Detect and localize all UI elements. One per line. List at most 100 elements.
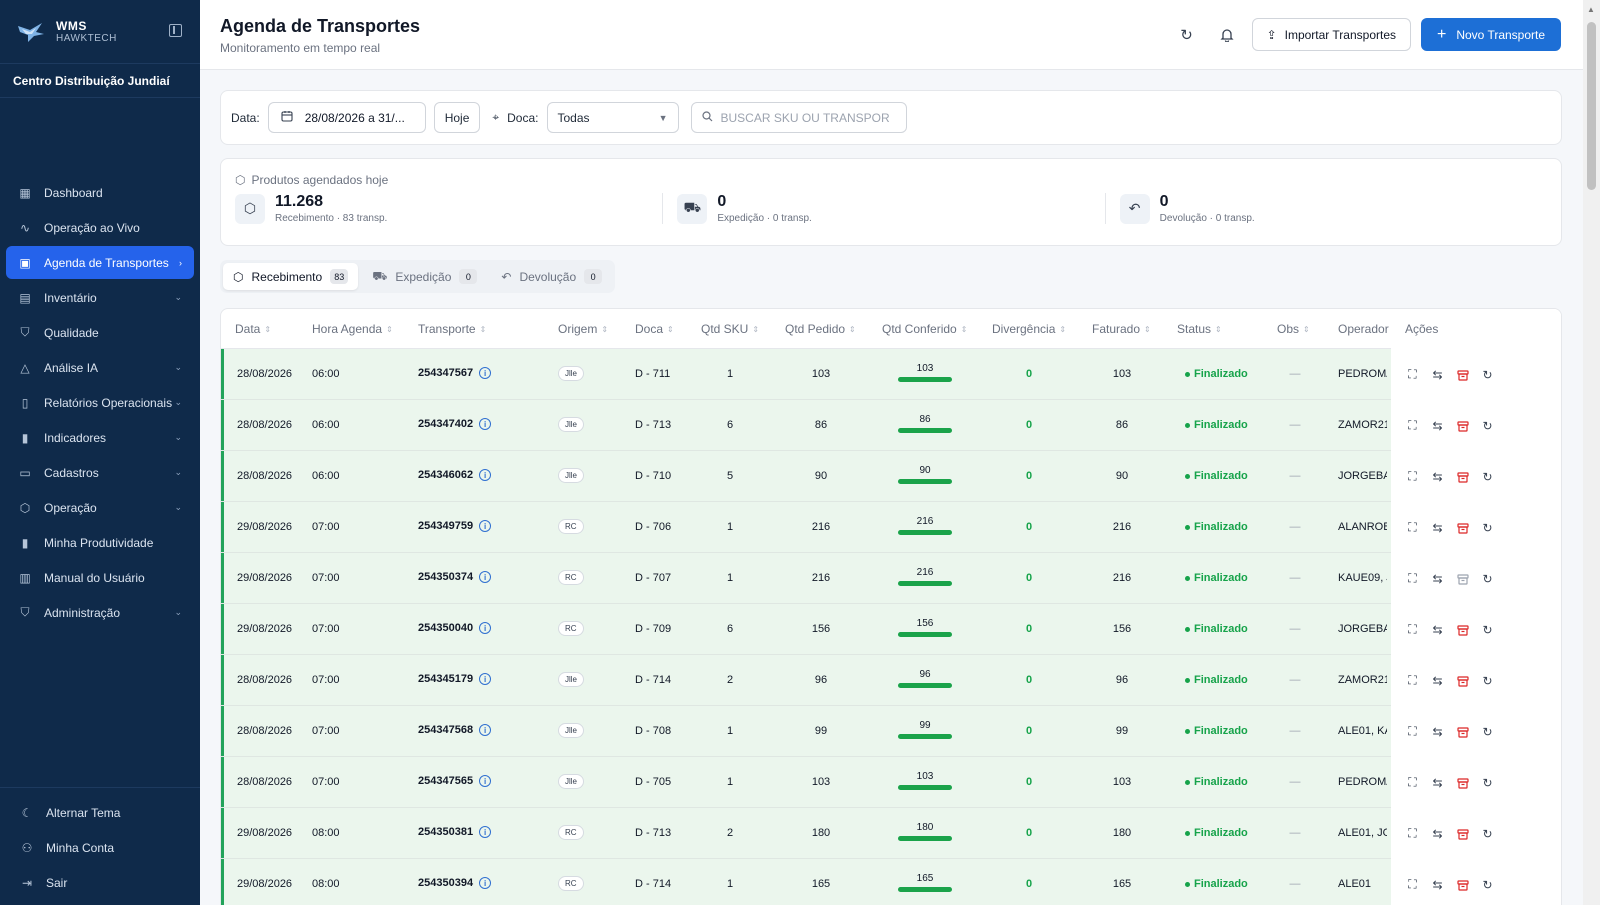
info-icon[interactable]: i (479, 469, 492, 481)
column-header[interactable]: Operador (1338, 322, 1389, 336)
archive-delete-icon[interactable] (1455, 622, 1470, 637)
sidebar-item-operacao[interactable]: ⬡ Operação ⌄ (6, 491, 194, 524)
scroll-up-icon[interactable]: ▲ (1587, 5, 1595, 14)
doca-select[interactable]: Todas ▼ (546, 102, 679, 133)
column-header[interactable]: Doca ⇕ (635, 322, 674, 336)
swap-icon[interactable]: ⇆ (1432, 418, 1443, 433)
swap-icon[interactable]: ⇆ (1432, 520, 1443, 535)
sidebar-item-qualidade[interactable]: ⛉ Qualidade (6, 316, 194, 349)
date-range-picker[interactable]: 28/08/2026 a 31/... (267, 102, 426, 133)
info-icon[interactable]: i (479, 571, 492, 583)
table-row[interactable]: 29/08/2026 08:00 254350394 i RC D - 714 … (221, 859, 1561, 905)
sidebar-item-operacao-ao-vivo[interactable]: ∿ Operação ao Vivo (6, 211, 194, 244)
table-row[interactable]: 29/08/2026 08:00 254350381 i RC D - 713 … (221, 808, 1561, 859)
swap-icon[interactable]: ⇆ (1432, 673, 1443, 688)
table-row[interactable]: 29/08/2026 07:00 254350374 i RC D - 707 … (221, 553, 1561, 604)
scan-icon[interactable]: ⛶ (1408, 775, 1417, 789)
archive-delete-icon[interactable] (1455, 367, 1470, 382)
scan-icon[interactable]: ⛶ (1408, 571, 1417, 585)
info-icon[interactable]: i (479, 826, 492, 838)
archive-delete-icon[interactable] (1455, 775, 1470, 790)
table-row[interactable]: 28/08/2026 06:00 254347567 i Jlle D - 71… (221, 349, 1561, 400)
refresh-icon[interactable]: ↻ (1482, 775, 1493, 790)
table-row[interactable]: 28/08/2026 07:00 254347568 i Jlle D - 70… (221, 706, 1561, 757)
column-header[interactable]: Status ⇕ (1177, 322, 1222, 336)
sidebar-item-minha-produtividade[interactable]: ▮ Minha Produtividade (6, 526, 194, 559)
info-icon[interactable]: i (479, 367, 492, 379)
refresh-icon[interactable]: ↻ (1482, 673, 1493, 688)
info-icon[interactable]: i (479, 622, 492, 634)
column-header[interactable]: Transporte ⇕ (418, 322, 486, 336)
refresh-icon[interactable]: ↻ (1482, 367, 1493, 382)
scan-icon[interactable]: ⛶ (1408, 673, 1417, 687)
search-input[interactable]: BUSCAR SKU OU TRANSPOR (690, 102, 907, 133)
refresh-icon[interactable]: ↻ (1482, 877, 1493, 892)
refresh-icon[interactable]: ↻ (1180, 26, 1193, 44)
import-transports-button[interactable]: ⇪ Importar Transportes (1251, 18, 1411, 51)
column-header[interactable]: Faturado ⇕ (1092, 322, 1151, 336)
info-icon[interactable]: i (479, 775, 492, 787)
sidebar-item-analise-ia[interactable]: △ Análise IA ⌄ (6, 351, 194, 384)
refresh-icon[interactable]: ↻ (1482, 826, 1493, 841)
table-row[interactable]: 29/08/2026 07:00 254350040 i RC D - 709 … (221, 604, 1561, 655)
scroll-thumb[interactable] (1587, 22, 1596, 190)
table-row[interactable]: 29/08/2026 07:00 254349759 i RC D - 706 … (221, 502, 1561, 553)
refresh-icon[interactable]: ↻ (1482, 418, 1493, 433)
scan-icon[interactable]: ⛶ (1408, 622, 1417, 636)
swap-icon[interactable]: ⇆ (1432, 826, 1443, 841)
today-button[interactable]: Hoje (433, 102, 481, 133)
scan-icon[interactable]: ⛶ (1408, 724, 1417, 738)
page-scrollbar[interactable]: ▲ (1583, 0, 1600, 905)
sidebar-item-manual-do-usuario[interactable]: ▥ Manual do Usuário (6, 561, 194, 594)
info-icon[interactable]: i (479, 877, 492, 889)
info-icon[interactable]: i (479, 724, 492, 736)
sidebar-item-inventario[interactable]: ▤ Inventário ⌄ (6, 281, 194, 314)
sidebar-item-sair[interactable]: ⇥ Sair (6, 866, 194, 899)
swap-icon[interactable]: ⇆ (1432, 367, 1443, 382)
refresh-icon[interactable]: ↻ (1482, 724, 1493, 739)
table-row[interactable]: 28/08/2026 06:00 254346062 i Jlle D - 71… (221, 451, 1561, 502)
column-header[interactable]: Divergência ⇕ (992, 322, 1066, 336)
sidebar-item-agenda-de-transportes[interactable]: ▣ Agenda de Transportes › (6, 246, 194, 279)
column-header[interactable]: Obs ⇕ (1277, 322, 1310, 336)
table-row[interactable]: 28/08/2026 07:00 254347565 i Jlle D - 70… (221, 757, 1561, 808)
swap-icon[interactable]: ⇆ (1432, 571, 1443, 586)
scan-icon[interactable]: ⛶ (1408, 826, 1417, 840)
swap-icon[interactable]: ⇆ (1432, 469, 1443, 484)
swap-icon[interactable]: ⇆ (1432, 775, 1443, 790)
scan-icon[interactable]: ⛶ (1408, 469, 1417, 483)
swap-icon[interactable]: ⇆ (1432, 622, 1443, 637)
info-icon[interactable]: i (479, 520, 492, 532)
scan-icon[interactable]: ⛶ (1408, 877, 1417, 891)
sidebar-item-minha-conta[interactable]: ⚇ Minha Conta (6, 831, 194, 864)
table-row[interactable]: 28/08/2026 07:00 254345179 i Jlle D - 71… (221, 655, 1561, 706)
column-header[interactable]: Qtd SKU ⇕ (701, 322, 759, 336)
archive-delete-icon[interactable] (1455, 877, 1470, 892)
refresh-icon[interactable]: ↻ (1482, 571, 1493, 586)
sidebar-collapse-icon[interactable] (169, 24, 182, 37)
tab-recebimento[interactable]: ⬡ Recebimento 83 (223, 263, 359, 290)
refresh-icon[interactable]: ↻ (1482, 469, 1493, 484)
swap-icon[interactable]: ⇆ (1432, 877, 1443, 892)
sidebar-item-alternar-tema[interactable]: ☾ Alternar Tema (6, 796, 194, 829)
sidebar-item-dashboard[interactable]: ▦ Dashboard (6, 176, 194, 209)
table-row[interactable]: 28/08/2026 06:00 254347402 i Jlle D - 71… (221, 400, 1561, 451)
refresh-icon[interactable]: ↻ (1482, 622, 1493, 637)
sidebar-item-administracao[interactable]: ⛉ Administração ⌄ (6, 596, 194, 629)
column-header[interactable]: Origem ⇕ (558, 322, 608, 336)
tab-devolucao[interactable]: ↶ Devolução 0 (491, 263, 612, 290)
archive-delete-icon[interactable] (1455, 469, 1470, 484)
archive-delete-icon[interactable] (1455, 826, 1470, 841)
column-header[interactable]: Data ⇕ (235, 322, 271, 336)
scan-icon[interactable]: ⛶ (1408, 520, 1417, 534)
column-header[interactable]: Hora Agenda ⇕ (312, 322, 393, 336)
bell-icon[interactable] (1212, 20, 1242, 50)
archive-delete-icon[interactable] (1455, 724, 1470, 739)
scan-icon[interactable]: ⛶ (1408, 418, 1417, 432)
scan-icon[interactable]: ⛶ (1408, 367, 1417, 381)
swap-icon[interactable]: ⇆ (1432, 724, 1443, 739)
archive-delete-icon[interactable] (1455, 520, 1470, 535)
refresh-icon[interactable]: ↻ (1482, 520, 1493, 535)
archive-delete-icon[interactable] (1455, 673, 1470, 688)
sidebar-item-indicadores[interactable]: ▮ Indicadores ⌄ (6, 421, 194, 454)
